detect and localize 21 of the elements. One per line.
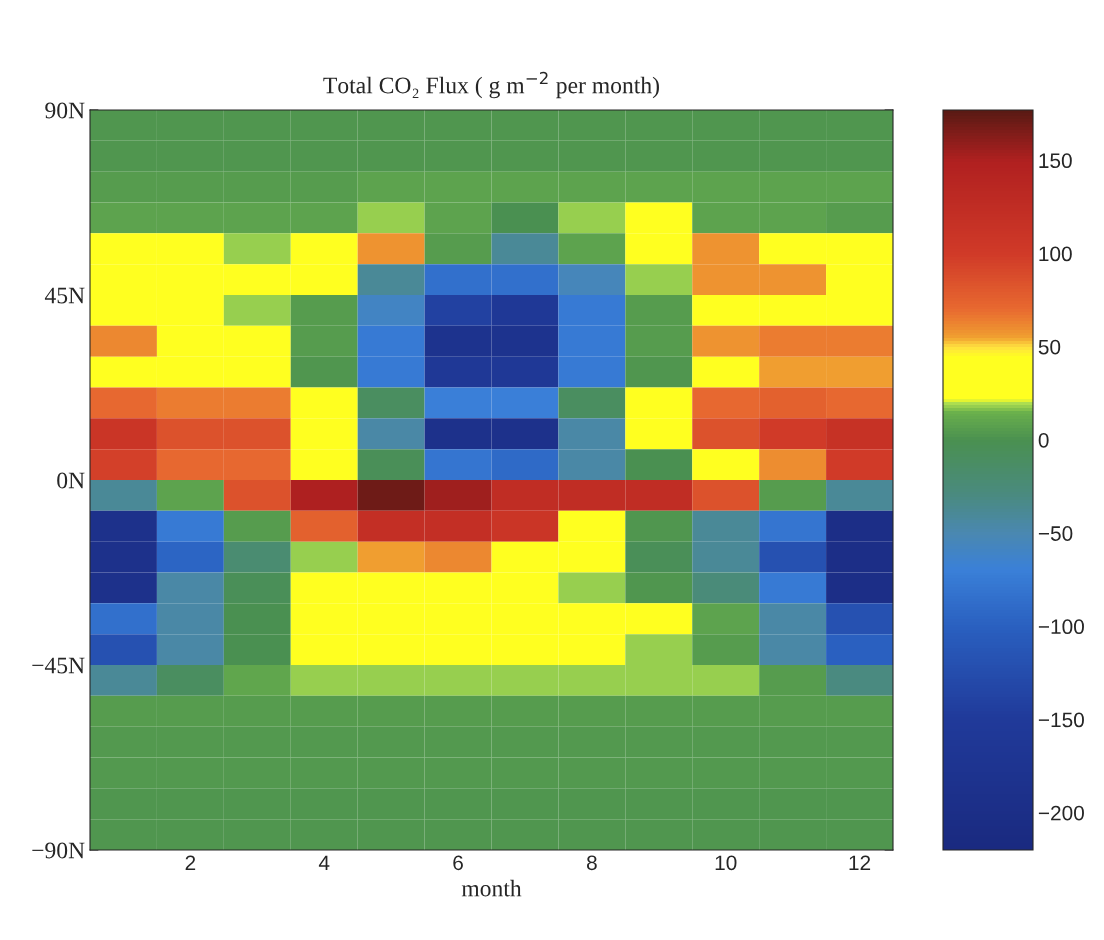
x-tick-label: 6 (453, 855, 463, 871)
color-bar-label: −150 (1038, 712, 1084, 728)
y-tick-label: 0N (57, 472, 85, 489)
y-tick-label: 90N (45, 102, 85, 119)
x-tick-label: 8 (586, 855, 597, 871)
x-tick-label: 12 (849, 855, 871, 870)
color-bar-label: 100 (1039, 246, 1072, 262)
y-tick-label: −45N (32, 657, 85, 674)
chart-title: Total CO₂ Flux ( g m$^{−2}$ per month) (323, 71, 659, 99)
color-bar-label: −50 (1038, 526, 1073, 541)
color-bar-label: 50 (1038, 339, 1061, 355)
y-tick-label: 45N (44, 287, 85, 304)
y-tick-label: −90N (32, 842, 85, 859)
x-axis-title: month (461, 879, 522, 897)
color-bar-label: −100 (1038, 619, 1084, 635)
x-tick-label: 10 (715, 855, 737, 871)
color-bar-label: 150 (1039, 153, 1072, 169)
x-tick-label: 4 (318, 855, 330, 870)
x-tick-label: 2 (185, 855, 196, 870)
color-bar-label: −200 (1038, 805, 1084, 821)
color-bar-label: 0 (1038, 432, 1049, 448)
